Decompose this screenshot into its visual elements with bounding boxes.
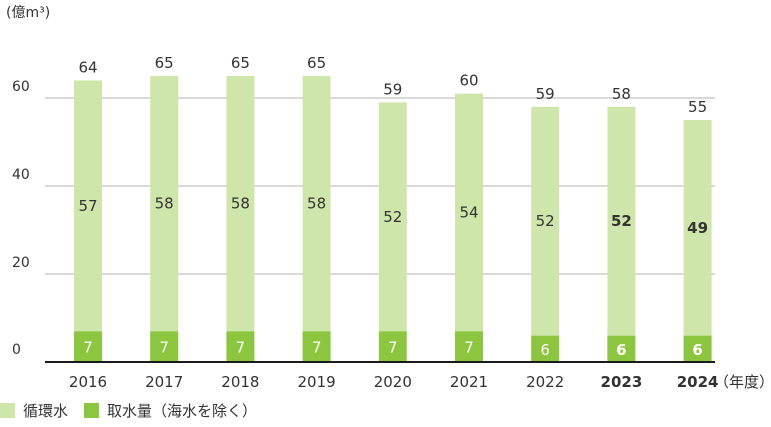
- data-label-water-intake-2016: 7: [83, 339, 93, 357]
- data-label-circulating-water-2019: 58: [307, 195, 326, 213]
- data-label-water-intake-2024: 6: [692, 341, 702, 359]
- x-tick-label-2023: 2023: [601, 373, 643, 391]
- data-label-total-2019: 65: [307, 54, 326, 72]
- x-tick-label-2020: 2020: [374, 373, 412, 391]
- legend-label-water-intake: 取水量（海水を除く）: [107, 402, 258, 420]
- data-label-total-2016: 64: [78, 58, 97, 76]
- x-tick-label-2024: 2024: [677, 373, 719, 391]
- data-label-water-intake-2022: 6: [540, 341, 550, 359]
- data-label-water-intake-2021: 7: [464, 339, 474, 357]
- bar-circulating-water-2023: [607, 106, 636, 336]
- legend-item-water-intake: 取水量（海水を除く）: [84, 400, 257, 421]
- bar-circulating-water-2019: [302, 76, 331, 332]
- data-label-water-intake-2020: 7: [388, 339, 398, 357]
- data-label-circulating-water-2024: 49: [687, 219, 708, 237]
- legend-swatch-circulating-water: [0, 403, 15, 418]
- y-tick-label-60: 60: [12, 79, 30, 95]
- bar-circulating-water-2022: [531, 106, 560, 336]
- legend-swatch-water-intake: [84, 403, 100, 418]
- bar-water-intake-2020: [378, 331, 407, 362]
- x-tick-label-2018: 2018: [221, 373, 259, 391]
- x-tick-label-2016: 2016: [69, 373, 107, 391]
- bar-water-intake-2019: [302, 331, 331, 362]
- bar-water-intake-2024: [683, 335, 712, 362]
- data-label-total-2022: 59: [536, 85, 555, 103]
- data-label-circulating-water-2017: 58: [155, 195, 174, 213]
- data-label-water-intake-2019: 7: [312, 339, 322, 357]
- bar-water-intake-2023: [607, 335, 636, 362]
- x-tick-label-2021: 2021: [450, 373, 488, 391]
- bar-circulating-water-2024: [683, 120, 712, 336]
- bar-circulating-water-2016: [74, 80, 102, 332]
- data-label-circulating-water-2023: 52: [611, 212, 632, 230]
- legend-label-circulating-water: 循環水: [23, 402, 69, 420]
- data-label-circulating-water-2022: 52: [536, 212, 555, 230]
- data-label-circulating-water-2020: 52: [383, 208, 402, 226]
- bar-water-intake-2018: [226, 331, 255, 362]
- data-label-total-2018: 65: [231, 54, 250, 72]
- bar-water-intake-2021: [455, 331, 483, 362]
- data-label-water-intake-2017: 7: [159, 339, 169, 357]
- data-label-water-intake-2023: 6: [616, 341, 626, 359]
- x-tick-label-2019: 2019: [298, 373, 336, 391]
- data-label-total-2024: 55: [688, 98, 707, 116]
- data-label-circulating-water-2016: 57: [78, 197, 97, 215]
- legend: 循環水 取水量（海水を除く）: [0, 400, 273, 421]
- data-label-total-2020: 59: [383, 80, 402, 98]
- bar-water-intake-2022: [531, 335, 560, 362]
- data-label-total-2017: 65: [155, 54, 174, 72]
- bar-circulating-water-2021: [455, 93, 483, 332]
- y-tick-label-20: 20: [12, 255, 30, 271]
- bar-water-intake-2017: [150, 331, 179, 362]
- data-label-circulating-water-2018: 58: [231, 195, 250, 213]
- data-label-total-2021: 60: [459, 72, 478, 90]
- x-axis-suffix: （年度）: [714, 373, 771, 391]
- bar-water-intake-2016: [74, 331, 102, 362]
- bar-circulating-water-2017: [150, 76, 179, 332]
- data-label-water-intake-2018: 7: [236, 339, 246, 357]
- x-tick-label-2022: 2022: [526, 373, 564, 391]
- bar-circulating-water-2018: [226, 76, 255, 332]
- data-label-total-2023: 58: [612, 85, 631, 103]
- y-tick-label-0: 0: [12, 342, 21, 358]
- legend-item-circulating-water: 循環水: [0, 400, 68, 421]
- bar-circulating-water-2020: [378, 102, 407, 332]
- y-tick-label-40: 40: [12, 167, 30, 183]
- x-tick-label-2017: 2017: [145, 373, 183, 391]
- unit-label: (億m³): [6, 5, 50, 21]
- data-label-circulating-water-2021: 54: [459, 203, 478, 221]
